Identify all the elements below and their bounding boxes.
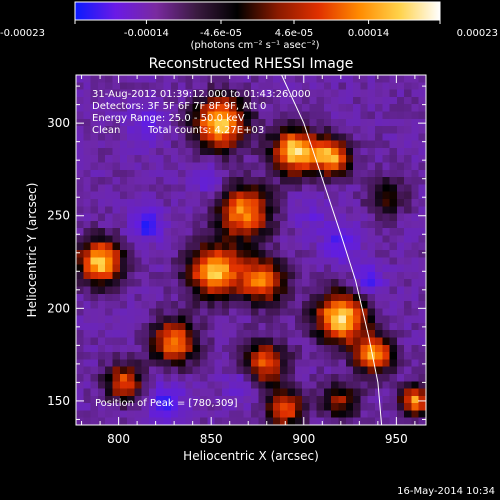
y-tick-label: 150 (47, 394, 70, 408)
x-tick-label: 800 (107, 432, 130, 446)
annotation-time: 31-Aug-2012 01:39:12.000 to 01:43:26.000 (92, 89, 311, 100)
colorbar-unit-label: (photons cm⁻² s⁻¹ asec⁻²) (190, 40, 319, 51)
colorbar-tick-label: 0.00014 (348, 28, 389, 39)
x-axis-label: Heliocentric X (arcsec) (183, 449, 319, 463)
y-axis-label: Heliocentric Y (arcsec) (25, 183, 39, 318)
y-tick-label: 250 (47, 209, 70, 223)
colorbar-tick-label: -0.00014 (124, 28, 169, 39)
footer-timestamp: 16-May-2014 10:34 (397, 486, 495, 497)
colorbar-ticks: -0.00023 -0.00014 -4.6e-05 4.6e-05 0.00014 0.… (0, 20, 498, 39)
x-tick-label: 950 (385, 432, 408, 446)
annotation-detectors: Detectors: 3F 5F 6F 7F 8F 9F, Att 0 (92, 101, 266, 112)
heatmap-image (76, 75, 426, 425)
y-tick-label: 300 (47, 116, 70, 130)
chart-title: Reconstructed RHESSI Image (149, 56, 354, 72)
x-tick-label: 850 (200, 432, 223, 446)
axis-ticks: 800 850 900 950 150 200 250 300 (47, 75, 426, 446)
annotation-peak: Position of Peak = [780,309] (95, 398, 238, 409)
plot-frame (75, 74, 427, 426)
colorbar (74, 1, 441, 21)
colorbar-tick-label: -4.6e-05 (200, 28, 242, 39)
annotation-energy: Energy Range: 25.0 - 50.0 keV (92, 113, 245, 124)
y-tick-label: 200 (47, 301, 70, 315)
annotation-clean: Clean (92, 125, 120, 136)
x-tick-label: 900 (292, 432, 315, 446)
colorbar-tick-label: 4.6e-05 (275, 28, 313, 39)
colorbar-tick-label: 0.00023 (457, 28, 498, 39)
solar-limb-curve (281, 74, 383, 426)
annotation-counts: Total counts: 4.27E+03 (147, 125, 264, 136)
colorbar-tick-label: -0.00023 (0, 28, 45, 39)
